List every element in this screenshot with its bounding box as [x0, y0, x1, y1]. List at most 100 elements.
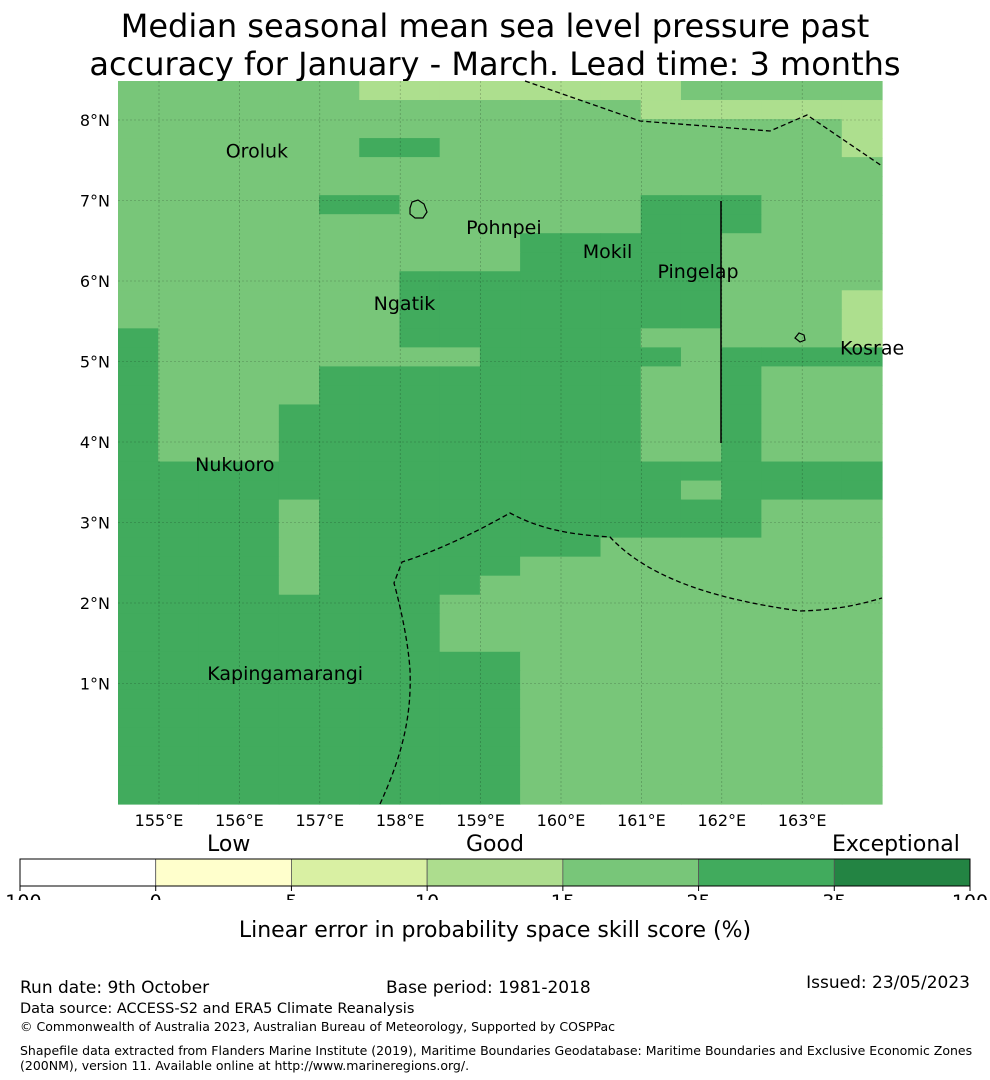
grid-cell [238, 385, 280, 406]
grid-cell [761, 195, 803, 215]
grid-cell [520, 385, 561, 406]
grid-cell [238, 442, 280, 463]
grid-cell [680, 157, 722, 177]
grid-cell [841, 423, 883, 444]
grid-cell [721, 328, 762, 348]
grid-cell [118, 670, 159, 691]
grid-cell [399, 765, 441, 786]
grid-cell [801, 214, 843, 234]
base-period: Base period: 1981-2018 [386, 978, 591, 998]
grid-cell [761, 689, 803, 710]
grid-cell [560, 138, 602, 158]
grid-cell [359, 366, 401, 387]
grid-cell [841, 689, 883, 710]
grid-cell [721, 81, 762, 101]
place-label-mokil: Mokil [583, 241, 633, 263]
grid-cell [600, 404, 642, 425]
grid-cell [479, 328, 521, 348]
grid-cell [761, 157, 803, 177]
grid-cell [520, 81, 561, 101]
grid-cell [721, 784, 762, 805]
grid-cell [158, 119, 200, 139]
grid-cell [721, 233, 762, 253]
grid-cell [158, 727, 200, 748]
grid-cell [278, 404, 320, 425]
grid-cell [640, 727, 682, 748]
grid-cell [359, 480, 401, 501]
grid-cell [520, 632, 561, 653]
eez-boundary-south-west [379, 512, 883, 805]
grid-cell [721, 556, 762, 577]
grid-cell [600, 442, 642, 463]
grid-cell [560, 708, 602, 729]
grid-cell [238, 746, 280, 767]
grid-cell [479, 366, 521, 387]
grid-cell [801, 518, 843, 539]
grid-cell [158, 138, 200, 158]
grid-cell [600, 252, 642, 272]
grid-cell [640, 556, 682, 577]
grid-cell [761, 328, 803, 348]
grid-cell [359, 100, 401, 120]
grid-cell [560, 594, 602, 615]
grid-cell [721, 499, 762, 520]
grid-cell [158, 442, 200, 463]
grid-cell [399, 613, 441, 634]
grid-cell [238, 195, 280, 215]
grid-cell [801, 176, 843, 196]
grid-cell [520, 461, 561, 482]
grid-cell [319, 613, 360, 634]
colorbar-category-low: Low [207, 832, 251, 857]
grid-cell [278, 651, 320, 672]
grid-cell [680, 651, 722, 672]
grid-cell [158, 328, 200, 348]
grid-cell [841, 252, 883, 272]
grid-cell [600, 176, 642, 196]
grid-cell [801, 328, 843, 348]
grid-cell [439, 670, 481, 691]
grid-cell [721, 575, 762, 596]
grid-cell [761, 594, 803, 615]
grid-cell [319, 195, 360, 215]
grid-cell [158, 689, 200, 710]
grid-cell [278, 328, 320, 348]
grid-cell [801, 138, 843, 158]
grid-cell [801, 746, 843, 767]
grid-cell [238, 727, 280, 748]
grid-cell [439, 100, 481, 120]
grid-cell [600, 366, 642, 387]
grid-cell [359, 632, 401, 653]
grid-cell [640, 442, 682, 463]
grid-cell [198, 423, 240, 444]
latitude-label: 6°N [80, 272, 110, 291]
grid-cell [600, 138, 642, 158]
grid-cell [841, 404, 883, 425]
grid-cell [721, 727, 762, 748]
grid-cell [761, 518, 803, 539]
grid-cell [841, 176, 883, 196]
grid-cell [118, 461, 159, 482]
grid-cell [238, 594, 280, 615]
grid-cell [761, 537, 803, 558]
grid-cell [439, 632, 481, 653]
grid-cell [560, 575, 602, 596]
grid-cell [399, 480, 441, 501]
grid-cell [801, 81, 843, 101]
grid-cell [198, 575, 240, 596]
grid-cell [680, 328, 722, 348]
grid-cell [721, 708, 762, 729]
grid-cell [600, 613, 642, 634]
grid-cell [479, 404, 521, 425]
grid-cell [680, 347, 722, 367]
grid-cell [278, 252, 320, 272]
grid-cell [278, 290, 320, 310]
grid-cell [238, 784, 280, 805]
grid-cell [600, 100, 642, 120]
grid-cell [359, 81, 401, 101]
grid-cell [841, 746, 883, 767]
grid-cell [439, 689, 481, 710]
grid-cell [278, 746, 320, 767]
grid-cell [680, 765, 722, 786]
grid-cell [841, 594, 883, 615]
grid-cell [600, 499, 642, 520]
